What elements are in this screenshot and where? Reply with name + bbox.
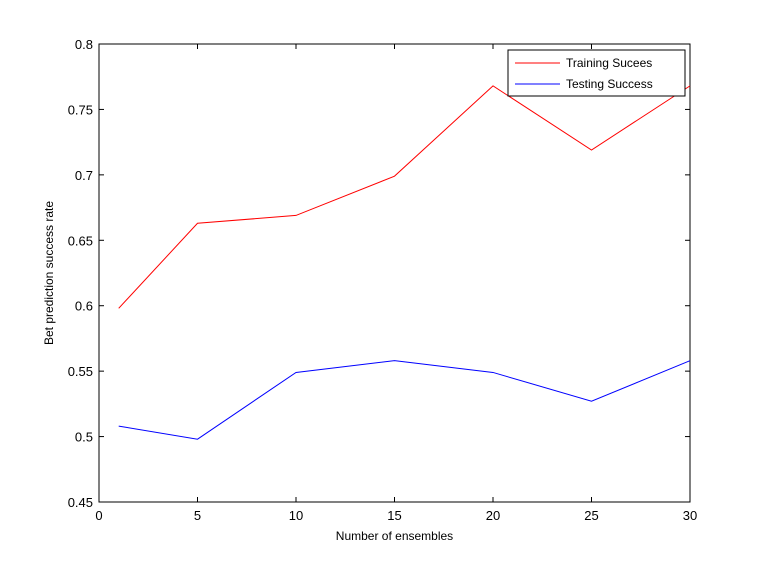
y-tick-label: 0.45 <box>68 495 93 510</box>
x-tick-label: 25 <box>584 508 598 523</box>
y-tick-label: 0.75 <box>68 102 93 117</box>
plot-area <box>98 43 691 503</box>
y-tick-label: 0.6 <box>75 299 93 314</box>
x-tick-label: 0 <box>95 508 102 523</box>
x-tick-label: 15 <box>387 508 401 523</box>
y-tick-label: 0.5 <box>75 430 93 445</box>
y-axis-label: Bet prediction success rate <box>42 201 56 345</box>
x-tick-label: 30 <box>683 508 697 523</box>
y-tick-label: 0.8 <box>75 37 93 52</box>
series-line-testing <box>118 360 691 440</box>
x-tick-label: 5 <box>194 508 201 523</box>
x-tick-label: 10 <box>289 508 303 523</box>
y-tick-label: 0.7 <box>75 168 93 183</box>
y-tick-label: 0.55 <box>68 364 93 379</box>
legend-box <box>507 49 686 97</box>
series-lines <box>118 85 691 440</box>
legend: Training Sucees Testing Success <box>507 49 686 97</box>
legend-label-testing: Testing Success <box>566 77 653 91</box>
legend-label-training: Training Sucees <box>566 56 652 70</box>
axis-ticks: 0 5 10 15 20 25 30 0.45 0.5 0.55 0.6 0.65 0.7 0.75 0.8 <box>68 37 698 523</box>
series-line-training <box>118 85 691 309</box>
x-tick-label: 20 <box>486 508 500 523</box>
x-axis-label: Number of ensembles <box>336 529 453 543</box>
y-tick-label: 0.65 <box>68 233 93 248</box>
